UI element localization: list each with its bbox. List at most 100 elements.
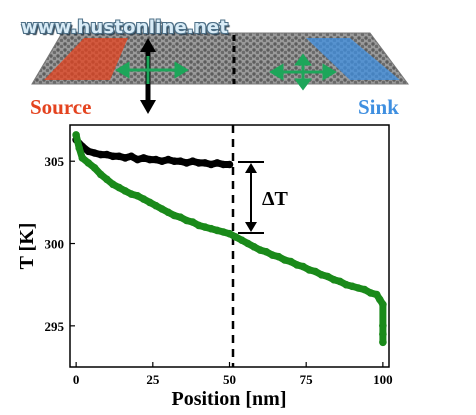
data-series	[72, 131, 387, 347]
sink-label: Sink	[358, 95, 399, 119]
data-point	[262, 248, 271, 256]
data-point	[250, 243, 258, 251]
data-point	[342, 280, 350, 289]
data-point	[256, 246, 265, 254]
green-arrows-left	[115, 56, 189, 84]
x-tick-label: 0	[73, 372, 80, 387]
data-point	[139, 195, 148, 203]
data-point	[188, 218, 197, 226]
data-point	[146, 155, 154, 164]
data-point	[274, 252, 283, 261]
data-point	[176, 157, 185, 165]
data-point	[133, 155, 142, 164]
data-point	[96, 150, 105, 159]
data-point	[379, 338, 387, 347]
data-point	[121, 187, 129, 195]
data-point	[78, 154, 87, 162]
data-point	[109, 180, 117, 189]
data-point	[305, 266, 314, 274]
data-point	[158, 205, 166, 213]
data-point	[84, 159, 93, 167]
data-point	[244, 239, 252, 248]
data-point	[293, 261, 301, 269]
data-point	[207, 160, 215, 169]
y-tick-label: 295	[45, 319, 65, 334]
data-point	[207, 224, 215, 233]
data-point	[195, 221, 203, 230]
x-axis-label: Position [nm]	[172, 388, 287, 410]
data-point	[366, 289, 375, 297]
delta-arrow-down	[245, 222, 257, 232]
data-point	[348, 282, 357, 291]
data-point	[75, 144, 83, 152]
data-point	[152, 155, 160, 164]
y-ticks: 295 300 305	[45, 154, 75, 334]
data-point	[287, 257, 295, 266]
delta-arrow-up	[245, 163, 257, 173]
data-point	[336, 277, 344, 286]
data-point	[268, 251, 277, 259]
data-point	[379, 300, 387, 309]
data-point	[238, 236, 246, 244]
green-arrows-right	[269, 53, 337, 91]
data-point	[170, 211, 179, 220]
data-point	[170, 157, 179, 165]
data-point	[121, 154, 129, 162]
x-tick-label: 25	[146, 372, 160, 387]
x-tick-label: 75	[300, 372, 314, 387]
data-point	[164, 155, 172, 164]
data-point	[146, 198, 154, 207]
data-point	[188, 157, 197, 165]
data-point	[299, 262, 307, 271]
watermark: www.hustonline.net	[21, 17, 229, 38]
data-point	[127, 190, 136, 198]
data-point	[379, 330, 387, 338]
data-point	[182, 159, 191, 167]
graphene-schematic	[31, 32, 409, 114]
data-point	[176, 213, 185, 221]
data-point	[90, 164, 99, 172]
x-ticks: 0 25 50 75 100	[73, 362, 393, 387]
black-arrow-head-up	[140, 38, 156, 52]
y-tick-label: 300	[45, 237, 65, 252]
data-point	[84, 147, 93, 156]
x-tick-label: 100	[373, 372, 393, 387]
data-point	[127, 152, 136, 161]
data-point	[213, 159, 221, 167]
data-point	[152, 201, 160, 210]
delta-annotation: ΔT	[238, 161, 289, 234]
y-tick-label: 305	[45, 154, 65, 169]
data-point	[201, 223, 209, 231]
data-point	[109, 152, 117, 161]
data-point	[115, 152, 123, 161]
data-point	[317, 271, 326, 279]
data-point	[103, 150, 111, 159]
data-point	[139, 154, 148, 162]
sink-region	[306, 38, 400, 80]
data-point	[311, 267, 320, 276]
source-region	[44, 38, 128, 80]
data-point	[219, 228, 228, 236]
delta-label: ΔT	[262, 188, 289, 210]
data-point	[225, 229, 234, 238]
data-point	[201, 159, 209, 167]
data-point	[225, 160, 234, 169]
data-point	[133, 192, 142, 200]
data-point	[360, 285, 369, 294]
data-point	[323, 272, 332, 281]
x-tick-label: 50	[223, 372, 236, 387]
y-axis-label: T [K]	[16, 223, 38, 270]
source-label: Source	[30, 95, 92, 119]
data-point	[90, 149, 99, 157]
data-point	[354, 284, 363, 292]
data-point	[219, 160, 228, 169]
data-point	[195, 159, 203, 167]
data-point	[158, 157, 166, 165]
series-0	[72, 136, 234, 169]
data-point	[182, 216, 191, 225]
data-point	[213, 226, 221, 235]
data-point	[330, 275, 338, 284]
data-point	[96, 170, 105, 179]
